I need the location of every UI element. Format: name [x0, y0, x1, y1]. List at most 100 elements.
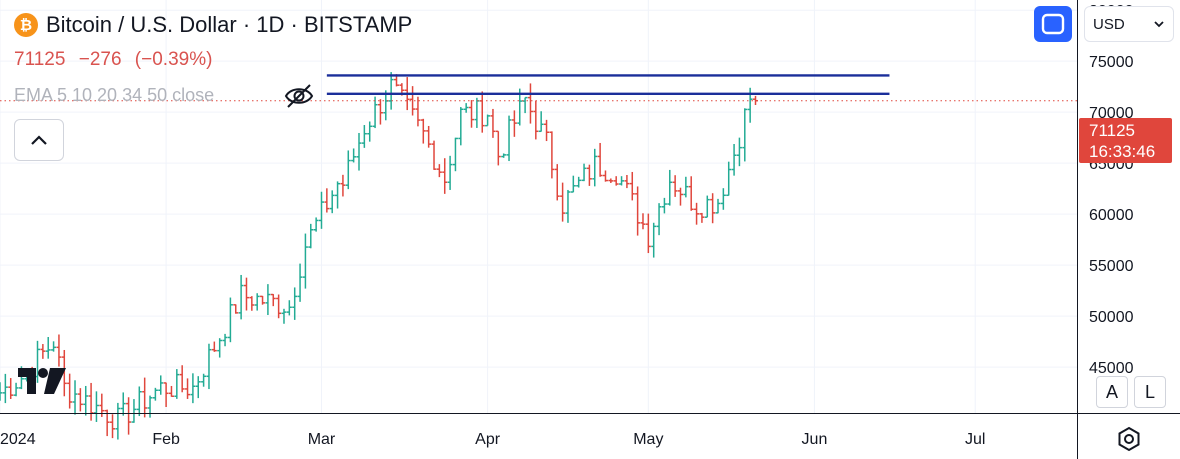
ohlc-bar	[592, 148, 598, 187]
ohlc-bar	[286, 300, 292, 316]
ohlc-bar	[313, 217, 319, 232]
ohlc-bar	[635, 186, 641, 236]
ohlc-bar	[656, 203, 662, 236]
ohlc-bar	[426, 125, 432, 148]
ohlc-bar	[458, 107, 464, 146]
ohlc-bar	[168, 385, 174, 397]
ohlc-bar	[56, 334, 62, 367]
auto-scale-button[interactable]: A	[1096, 376, 1128, 408]
ohlc-bar	[608, 178, 614, 183]
ohlc-bar	[602, 170, 608, 182]
ohlc-bar	[276, 294, 282, 319]
ohlc-bar	[190, 373, 196, 404]
chart-grid	[0, 0, 1077, 413]
currency-select[interactable]: USD	[1084, 6, 1174, 42]
last-price: 71125	[14, 49, 66, 70]
last-price-label: 71125 16:33:46	[1079, 118, 1172, 163]
ohlc-bar	[8, 378, 14, 399]
ohlc-bar	[619, 176, 625, 186]
ohlc-bar	[88, 382, 94, 421]
price-change-pct: (−0.39%)	[134, 49, 213, 70]
ohlc-bar	[533, 100, 539, 140]
ohlc-bar	[683, 176, 689, 198]
log-scale-button[interactable]: L	[1134, 376, 1166, 408]
tradingview-logo	[18, 368, 66, 394]
ohlc-bar	[51, 341, 57, 352]
ohlc-bar	[677, 187, 683, 206]
ohlc-bar	[431, 140, 437, 170]
ohlc-bar	[163, 382, 169, 408]
ohlc-bar	[704, 195, 710, 218]
ohlc-bar	[447, 155, 453, 190]
x-tick-label: Mar	[308, 431, 336, 448]
ohlc-bar	[485, 114, 491, 127]
ohlc-bar	[206, 343, 212, 390]
ohlc-bar	[495, 130, 501, 166]
ohlc-bar	[201, 373, 207, 387]
ohlc-bar	[452, 137, 458, 172]
chevron-up-icon	[31, 135, 47, 145]
ohlc-bar	[624, 174, 630, 189]
indicator-legend[interactable]: EMA 5 10 20 34 50 close	[14, 85, 215, 105]
ohlc-bar	[142, 377, 148, 418]
ohlc-bar	[511, 110, 517, 137]
ohlc-bar	[560, 182, 566, 222]
ohlc-bar	[217, 338, 223, 358]
ohlc-bar	[238, 274, 244, 320]
eye-off-icon[interactable]	[283, 82, 315, 110]
ohlc-bar	[104, 409, 110, 437]
ohlc-bar	[120, 392, 126, 416]
collapse-legend-button[interactable]	[14, 119, 64, 161]
x-tick-label: May	[633, 431, 663, 448]
ohlc-bar	[131, 399, 137, 423]
y-tick-label: 55000	[1089, 258, 1134, 275]
ohlc-bar	[522, 96, 528, 114]
ohlc-bar	[345, 150, 351, 190]
ohlc-bar	[710, 193, 716, 224]
y-tick-label: 45000	[1089, 360, 1134, 377]
ohlc-bar	[544, 119, 550, 142]
ohlc-bar	[388, 72, 394, 110]
ohlc-bar	[77, 388, 83, 412]
ohlc-bar	[442, 158, 448, 194]
ohlc-bar	[688, 176, 694, 211]
ohlc-bar	[222, 333, 228, 347]
gear-icon[interactable]	[1115, 425, 1143, 453]
price-quote: 71125 −276 (−0.39%)	[14, 49, 220, 71]
ohlc-bar	[115, 402, 121, 440]
ohlc-bar	[174, 369, 180, 399]
y-tick-label: 70000	[1089, 105, 1134, 122]
ohlc-bar	[463, 103, 469, 113]
price-change: −276	[78, 49, 122, 70]
ohlc-bar	[554, 164, 560, 201]
symbol-title[interactable]: Bitcoin / U.S. Dollar · 1D · BITSTAMP	[46, 12, 413, 37]
fullscreen-button[interactable]	[1034, 6, 1072, 42]
ohlc-bar	[93, 391, 99, 422]
chart-header: ₿ Bitcoin / U.S. Dollar · 1D · BITSTAMP	[14, 10, 412, 40]
ohlc-bar	[211, 341, 217, 352]
ohlc-bar	[83, 385, 89, 416]
ohlc-bar	[40, 344, 46, 359]
ohlc-bar	[292, 287, 298, 320]
ohlc-bar	[672, 175, 678, 197]
x-tick-label: Apr	[475, 431, 501, 448]
ohlc-bar	[324, 188, 330, 213]
ohlc-bar	[318, 191, 324, 229]
ohlc-bar	[265, 284, 271, 316]
ohlc-bar	[367, 121, 373, 142]
ohlc-bar	[340, 174, 346, 197]
ohlc-bar	[586, 164, 592, 186]
ohlc-bar	[356, 132, 362, 171]
ohlc-bar	[233, 304, 239, 314]
ohlc-bar	[613, 176, 619, 186]
ohlc-bar	[72, 380, 78, 415]
ohlc-bar	[474, 97, 480, 128]
ohlc-bar	[308, 223, 314, 249]
x-tick-label: 2024	[0, 431, 36, 448]
ohlc-bar	[694, 202, 700, 225]
ohlc-bar	[13, 382, 19, 397]
ohlc-bar	[2, 373, 8, 404]
ohlc-bar	[158, 375, 164, 395]
ohlc-bar	[147, 395, 153, 418]
ohlc-bar	[329, 190, 335, 214]
